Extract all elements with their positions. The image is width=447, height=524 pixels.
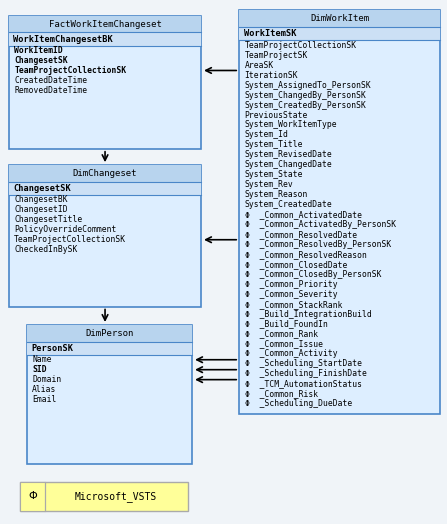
Text: Φ  _Common_ActivatedBy_PersonSK: Φ _Common_ActivatedBy_PersonSK xyxy=(245,220,396,229)
FancyBboxPatch shape xyxy=(9,165,201,307)
Text: Φ  _Common_Issue: Φ _Common_Issue xyxy=(245,340,322,348)
Text: System_Title: System_Title xyxy=(245,140,303,149)
Text: TeamProjectSK: TeamProjectSK xyxy=(245,51,308,60)
Text: Domain: Domain xyxy=(32,375,61,384)
FancyBboxPatch shape xyxy=(239,10,440,27)
Text: WorkItemSK: WorkItemSK xyxy=(244,29,296,38)
Text: System_CreatedBy_PersonSK: System_CreatedBy_PersonSK xyxy=(245,101,367,110)
Text: Φ  _Scheduling_FinishDate: Φ _Scheduling_FinishDate xyxy=(245,369,367,378)
FancyBboxPatch shape xyxy=(9,16,201,149)
Text: Φ  _Scheduling_StartDate: Φ _Scheduling_StartDate xyxy=(245,359,362,368)
Text: Φ  _Common_Severity: Φ _Common_Severity xyxy=(245,290,337,299)
Text: WorkItemID: WorkItemID xyxy=(14,46,63,55)
Text: Φ  _Common_ResolvedReason: Φ _Common_ResolvedReason xyxy=(245,250,367,259)
Text: DimChangeset: DimChangeset xyxy=(73,169,137,178)
Text: System_State: System_State xyxy=(245,170,303,179)
Text: System_ChangedDate: System_ChangedDate xyxy=(245,160,332,169)
Text: Φ  _Common_ClosedBy_PersonSK: Φ _Common_ClosedBy_PersonSK xyxy=(245,270,381,279)
FancyBboxPatch shape xyxy=(9,165,201,182)
Text: TeamProjectCollectionSK: TeamProjectCollectionSK xyxy=(245,41,357,50)
Text: IterationSK: IterationSK xyxy=(245,71,298,80)
Text: Alias: Alias xyxy=(32,385,57,394)
Text: TeamProjectCollectionSK: TeamProjectCollectionSK xyxy=(14,66,127,75)
Text: WorkItemChangesetBK: WorkItemChangesetBK xyxy=(13,35,113,43)
FancyBboxPatch shape xyxy=(9,182,201,195)
Text: Φ  _Build_IntegrationBuild: Φ _Build_IntegrationBuild xyxy=(245,310,371,319)
Text: DimPerson: DimPerson xyxy=(85,329,134,338)
Text: Email: Email xyxy=(32,395,57,404)
Text: TeamProjectCollectionSK: TeamProjectCollectionSK xyxy=(14,235,127,244)
Text: Name: Name xyxy=(32,355,52,364)
Text: System_ChangedBy_PersonSK: System_ChangedBy_PersonSK xyxy=(245,91,367,100)
Text: Φ  _Scheduling_DueDate: Φ _Scheduling_DueDate xyxy=(245,399,352,408)
Text: PreviousState: PreviousState xyxy=(245,111,308,119)
Text: System_Reason: System_Reason xyxy=(245,190,308,199)
FancyBboxPatch shape xyxy=(20,482,45,511)
Text: AreaSK: AreaSK xyxy=(245,61,274,70)
Text: FactWorkItemChangeset: FactWorkItemChangeset xyxy=(49,19,161,29)
Text: Φ  _Common_StackRank: Φ _Common_StackRank xyxy=(245,300,342,309)
Text: Φ  _Common_Priority: Φ _Common_Priority xyxy=(245,280,337,289)
Text: Φ  _Common_ResolvedDate: Φ _Common_ResolvedDate xyxy=(245,230,357,239)
Text: SID: SID xyxy=(32,365,47,374)
Text: System_AssignedTo_PersonSK: System_AssignedTo_PersonSK xyxy=(245,81,371,90)
Text: CheckedInBySK: CheckedInBySK xyxy=(14,245,78,254)
Text: Φ  _Common_Activity: Φ _Common_Activity xyxy=(245,350,337,358)
Text: ChangesetBK: ChangesetBK xyxy=(14,195,68,204)
Text: PersonSK: PersonSK xyxy=(31,344,73,353)
FancyBboxPatch shape xyxy=(27,325,192,342)
Text: DimWorkItem: DimWorkItem xyxy=(310,14,369,24)
Text: Φ  _Common_ResolvedBy_PersonSK: Φ _Common_ResolvedBy_PersonSK xyxy=(245,240,391,249)
Text: CreatedDateTime: CreatedDateTime xyxy=(14,76,88,85)
Text: ChangesetID: ChangesetID xyxy=(14,205,68,214)
Text: System_Rev: System_Rev xyxy=(245,180,293,189)
Text: Φ  _Common_ClosedDate: Φ _Common_ClosedDate xyxy=(245,260,347,269)
Text: Φ  _TCM_AutomationStatus: Φ _TCM_AutomationStatus xyxy=(245,379,362,388)
Text: ChangesetSK: ChangesetSK xyxy=(14,56,68,65)
FancyBboxPatch shape xyxy=(27,325,192,464)
Text: System_WorkItemType: System_WorkItemType xyxy=(245,121,337,129)
Text: System_Id: System_Id xyxy=(245,130,288,139)
FancyBboxPatch shape xyxy=(20,482,188,511)
FancyBboxPatch shape xyxy=(9,32,201,46)
FancyBboxPatch shape xyxy=(9,16,201,32)
Text: ChangesetTitle: ChangesetTitle xyxy=(14,215,83,224)
FancyBboxPatch shape xyxy=(239,10,440,414)
Text: Φ  _Common_Risk: Φ _Common_Risk xyxy=(245,389,318,398)
Text: Φ  _Build_FoundIn: Φ _Build_FoundIn xyxy=(245,320,327,329)
Text: System_RevisedDate: System_RevisedDate xyxy=(245,150,332,159)
Text: Φ  _Common_ActivatedDate: Φ _Common_ActivatedDate xyxy=(245,210,362,219)
Text: Φ  _Common_Rank: Φ _Common_Rank xyxy=(245,330,318,339)
Text: Microsoft_VSTS: Microsoft_VSTS xyxy=(75,491,157,502)
Text: PolicyOverrideComment: PolicyOverrideComment xyxy=(14,225,117,234)
Text: System_CreatedDate: System_CreatedDate xyxy=(245,200,332,209)
Text: Φ: Φ xyxy=(28,492,37,501)
FancyBboxPatch shape xyxy=(239,27,440,40)
Text: RemovedDateTime: RemovedDateTime xyxy=(14,86,88,95)
Text: ChangesetSK: ChangesetSK xyxy=(13,184,71,193)
FancyBboxPatch shape xyxy=(27,342,192,355)
